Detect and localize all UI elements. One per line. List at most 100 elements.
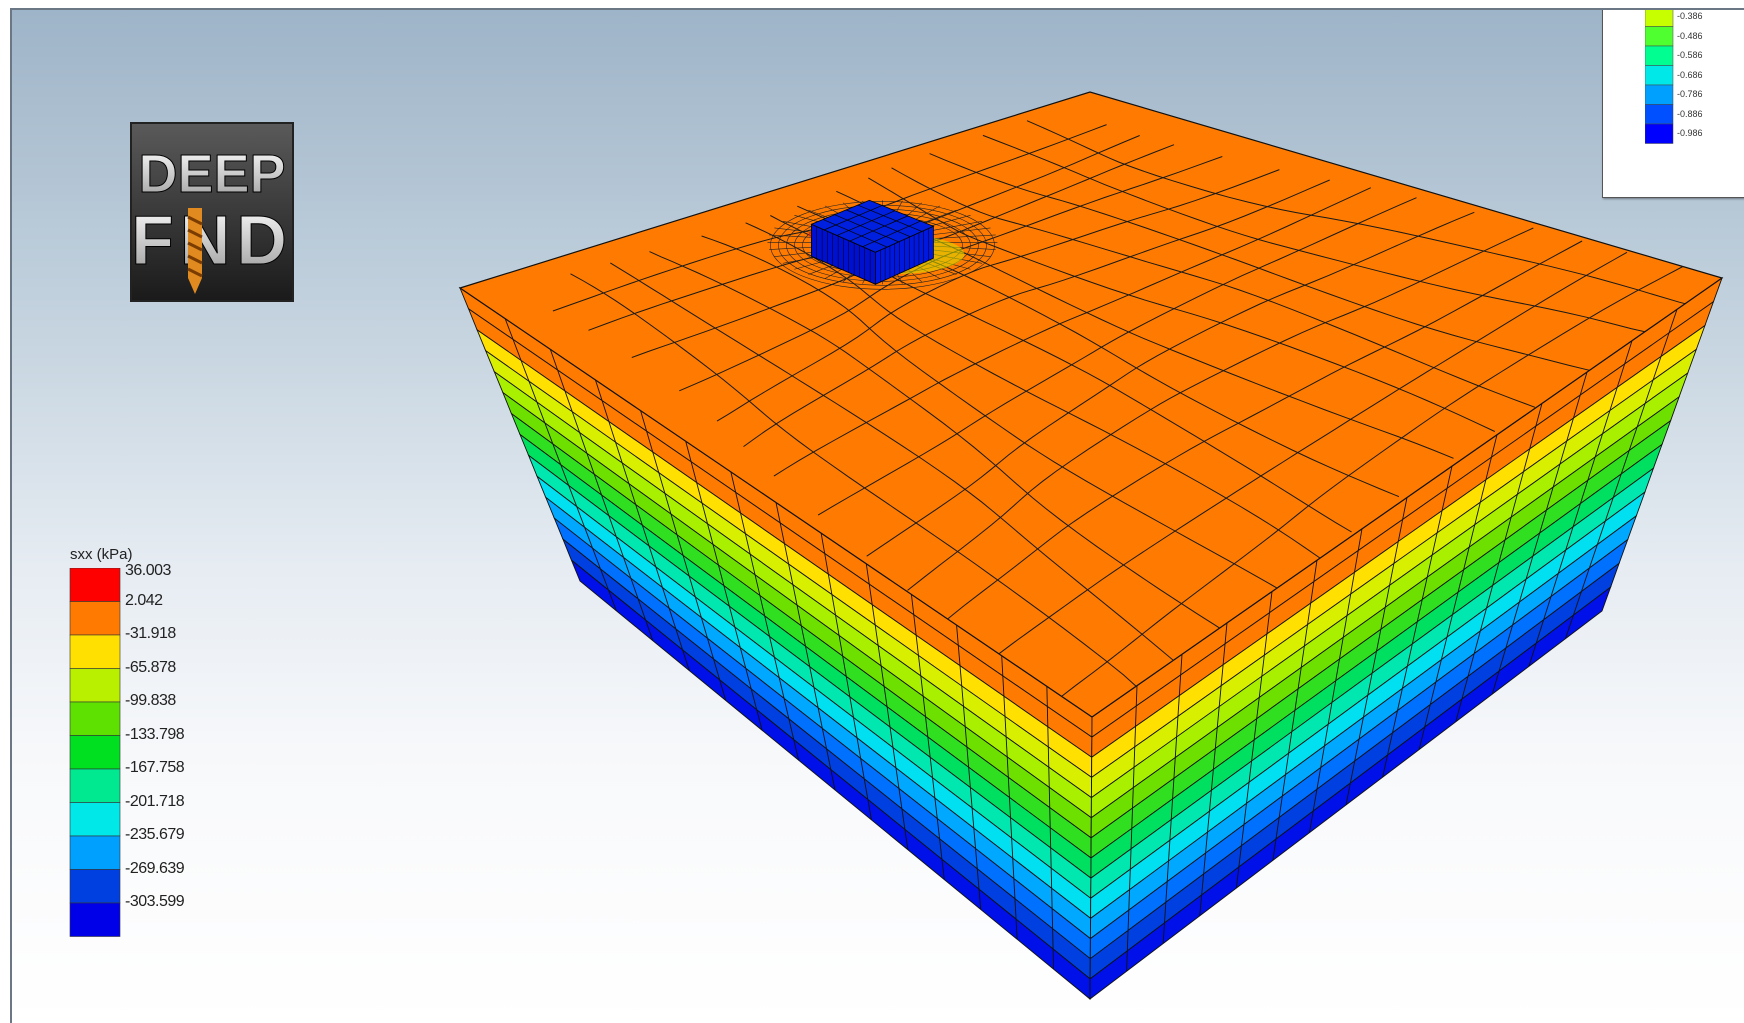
mesh-line bbox=[982, 134, 1646, 333]
mesh-line bbox=[919, 248, 991, 257]
legend-value: -65.878 bbox=[125, 658, 176, 676]
left-face-layer bbox=[544, 495, 1092, 940]
right-face-layer bbox=[1090, 371, 1689, 819]
mesh-line bbox=[921, 245, 996, 250]
left-face-layer bbox=[561, 537, 1091, 980]
left-face-layer bbox=[518, 433, 1092, 879]
mesh-line bbox=[862, 200, 876, 225]
mesh-line bbox=[570, 273, 1137, 689]
left-face-layer bbox=[484, 349, 1093, 799]
legend2-swatch bbox=[1645, 26, 1674, 47]
right-face-layer bbox=[1089, 538, 1629, 960]
logo-line2: FND bbox=[131, 201, 293, 279]
footing-mesh bbox=[824, 205, 883, 231]
legend-swatch bbox=[69, 735, 121, 770]
mesh-line bbox=[1235, 591, 1273, 889]
mesh-line bbox=[842, 202, 869, 226]
left-face-layer bbox=[527, 454, 1092, 900]
mesh-line bbox=[902, 257, 941, 279]
mesh-line bbox=[1528, 340, 1633, 667]
deepfnd-logo: DEEP FND bbox=[130, 122, 294, 302]
top-surface bbox=[458, 91, 1724, 718]
model-top-face bbox=[458, 91, 1724, 718]
mesh-line bbox=[808, 209, 857, 229]
footing-side bbox=[875, 225, 934, 285]
mesh-line bbox=[794, 253, 852, 270]
legend-swatch bbox=[69, 601, 121, 636]
legend-value: -269.639 bbox=[125, 859, 185, 877]
right-face-layer bbox=[1090, 395, 1681, 839]
mesh-line bbox=[1126, 685, 1138, 972]
mesh-line bbox=[649, 251, 1220, 629]
mesh-line bbox=[782, 250, 848, 264]
mesh-line bbox=[730, 471, 800, 761]
left-face-layer bbox=[570, 559, 1091, 1000]
mesh-line bbox=[1001, 655, 1018, 940]
left-face-layer bbox=[553, 516, 1091, 960]
mesh-line bbox=[889, 259, 903, 284]
mesh-line bbox=[947, 240, 1583, 620]
mesh-line bbox=[775, 502, 836, 791]
mesh-line bbox=[895, 202, 922, 226]
mesh-line bbox=[631, 144, 1175, 358]
footing-top bbox=[810, 199, 935, 253]
mesh-line bbox=[769, 234, 844, 240]
legend-value: -235.679 bbox=[125, 826, 185, 843]
footing-mesh bbox=[822, 219, 888, 248]
legend-value: -99.838 bbox=[125, 692, 176, 709]
mesh-line bbox=[1026, 120, 1686, 305]
mesh-line bbox=[868, 177, 1496, 432]
left-face-layer bbox=[467, 307, 1093, 759]
right-face-layer bbox=[1090, 467, 1655, 900]
stress-zone bbox=[820, 234, 965, 275]
legend-color-bar bbox=[69, 568, 121, 937]
legend2-swatch bbox=[1645, 84, 1674, 105]
mesh-line bbox=[907, 227, 1534, 591]
mesh-line bbox=[743, 179, 1330, 448]
right-face-layer bbox=[1089, 514, 1638, 940]
mesh-line bbox=[921, 234, 996, 240]
mesh-line bbox=[913, 253, 971, 270]
mesh-line bbox=[1162, 654, 1183, 944]
mesh-line bbox=[889, 200, 903, 225]
legend-swatch bbox=[69, 869, 121, 904]
right-face-layer bbox=[1091, 300, 1715, 759]
secondary-legend: -0.386 -0.486 -0.586 -0.686 -0.786 -0.886 -0.9… bbox=[1602, 10, 1744, 198]
mesh-line bbox=[1418, 434, 1498, 750]
left-face-layer bbox=[501, 391, 1092, 839]
mesh-ring bbox=[786, 208, 979, 282]
legend-value: -31.918 bbox=[125, 625, 176, 642]
mesh-line bbox=[908, 255, 957, 275]
legend2-value: -0.486 bbox=[1677, 30, 1703, 41]
mesh-line bbox=[895, 258, 922, 282]
legend2-value: -0.786 bbox=[1677, 89, 1703, 99]
mesh-line bbox=[701, 235, 1278, 589]
mesh-line bbox=[794, 214, 852, 231]
right-face-layer bbox=[1090, 443, 1663, 879]
mesh-line bbox=[956, 625, 982, 910]
mesh-line bbox=[1199, 622, 1228, 916]
mesh-line bbox=[824, 257, 863, 279]
mesh-line bbox=[1061, 266, 1684, 697]
right-face-layer bbox=[1089, 562, 1621, 980]
mesh-line bbox=[552, 124, 1107, 312]
legend-swatch bbox=[69, 668, 121, 703]
mesh-line bbox=[1382, 466, 1453, 778]
3d-viewport[interactable]: DEEP FND sxx (kPa) 36.003 2.042 -31.918 -65… bbox=[10, 8, 1744, 1023]
footing-mesh bbox=[857, 204, 922, 232]
mesh-line bbox=[782, 220, 848, 234]
legend2-swatch bbox=[1645, 65, 1674, 86]
mesh-line bbox=[685, 441, 763, 731]
mesh-line bbox=[817, 197, 1417, 516]
mesh-ring bbox=[770, 200, 995, 290]
mesh-line bbox=[919, 227, 991, 237]
legend-swatch bbox=[69, 701, 121, 736]
mesh-line bbox=[891, 167, 1536, 408]
legend-swatch bbox=[69, 835, 121, 870]
legend-title: sxx (kPa) bbox=[70, 546, 133, 563]
logo-line1: DEEP bbox=[138, 144, 285, 204]
legend-value: -201.718 bbox=[125, 792, 185, 810]
legend2-value: -0.886 bbox=[1677, 108, 1703, 119]
left-face-layer bbox=[476, 328, 1093, 779]
footing-side bbox=[811, 223, 876, 285]
